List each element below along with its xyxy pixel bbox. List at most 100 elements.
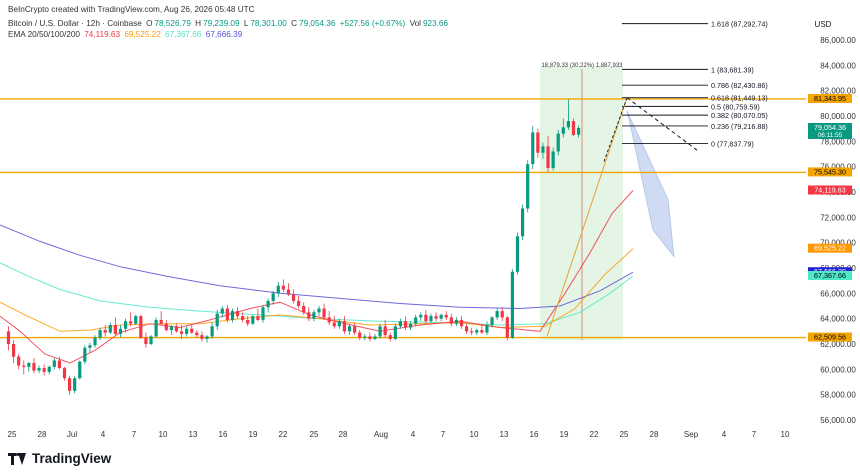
candle-body [57, 360, 61, 369]
y-tick-label: 66,000.00 [820, 289, 856, 298]
candle-body [266, 300, 270, 308]
y-tick-label: 58,000.00 [820, 391, 856, 400]
candle-body [123, 321, 128, 329]
candle-body [307, 312, 311, 319]
candle-body [47, 366, 51, 372]
tradingview-brand-name: TradingView [32, 451, 112, 466]
candle-body [149, 336, 153, 344]
candle-body [480, 330, 484, 333]
measure-label: 18,879.33 (30.22%) 1,887,933 [541, 63, 623, 69]
y-tick-label: 62,000.00 [820, 340, 856, 349]
candle-body [78, 361, 82, 379]
x-tick-label: 25 [310, 430, 319, 439]
volume-value: 923.66 [422, 19, 449, 28]
candle-body [322, 308, 326, 318]
candle-body [103, 330, 107, 333]
x-tick-label: 28 [38, 430, 47, 439]
x-tick-label: 10 [470, 430, 479, 439]
candle-body [500, 311, 504, 318]
candle-body [144, 337, 148, 344]
candle-body [220, 308, 224, 314]
candle-body [62, 368, 67, 379]
candle-body [368, 336, 372, 339]
candle-body [246, 319, 250, 324]
candle-body [449, 317, 453, 324]
candle-body [98, 330, 102, 338]
price-tag [808, 271, 852, 281]
tradingview-logo[interactable]: TradingView [8, 451, 111, 466]
candle-body [11, 344, 16, 357]
candle-body [485, 325, 489, 333]
candle-body [139, 316, 143, 338]
y-tick-label: 80,000.00 [820, 112, 856, 121]
y-tick-label: 84,000.00 [820, 61, 856, 70]
ohlc-close-value: 79,054.36 [299, 19, 336, 28]
candle-body [73, 378, 77, 391]
candle-body [210, 326, 214, 337]
candle-body [200, 335, 204, 339]
ohlc-high-key: H [195, 19, 202, 28]
price-tag [808, 243, 852, 253]
candle-body [347, 326, 352, 332]
price-tag [808, 332, 852, 342]
candle-body [337, 321, 341, 327]
candle-body [185, 328, 189, 334]
candle-body [475, 330, 479, 333]
candle-body [393, 326, 397, 339]
candle-body [179, 331, 184, 334]
candle-body [67, 378, 72, 391]
x-tick-label: 28 [650, 430, 659, 439]
candle-body [561, 127, 565, 134]
candle-body [444, 314, 448, 318]
x-tick-label: 10 [159, 430, 168, 439]
candle-body [6, 331, 11, 344]
x-tick-label: Aug [374, 430, 388, 439]
y-tick-label: 72,000.00 [820, 213, 856, 222]
tradingview-logo-icon [8, 452, 26, 465]
candle-body [159, 319, 163, 324]
candle-body [93, 337, 97, 346]
candle-body [297, 300, 301, 306]
ema50-line [0, 248, 634, 332]
x-tick-label: 16 [219, 430, 228, 439]
fib-level-label: 1 (83,681.39) [711, 65, 754, 74]
candle-body [230, 311, 235, 320]
projection-dashed-line [626, 97, 698, 151]
ema100-value: 67,367.66 [165, 30, 202, 39]
candle-body [118, 328, 123, 334]
x-tick-label: 19 [560, 430, 569, 439]
candle-body [174, 326, 179, 332]
symbol-name[interactable]: Bitcoin / U.S. Dollar · 12h · Coinbase [8, 19, 142, 28]
candle-body [129, 321, 133, 324]
candle-body [505, 317, 509, 338]
x-tick-label: Sep [684, 430, 699, 439]
candle-body [261, 307, 265, 320]
candle-body [281, 285, 285, 290]
candle-body [332, 322, 336, 327]
candle-body [195, 332, 199, 336]
fib-level-label: 0.618 (81,449.13) [711, 94, 768, 103]
price-tag-countdown: 06:11:55 [818, 132, 843, 139]
candle-body [414, 317, 418, 324]
x-tick-label: 13 [189, 430, 198, 439]
candle-body [291, 294, 296, 301]
candle-body [342, 321, 347, 332]
price-tag [808, 167, 852, 177]
candle-body [429, 316, 433, 322]
ema200-line [0, 224, 634, 310]
price-tag [808, 185, 852, 195]
candle-body [154, 319, 158, 337]
x-tick-label: 4 [101, 430, 106, 439]
x-tick-label: 16 [530, 430, 539, 439]
ema-legend[interactable]: EMA 20/50/100/200 74,119.63 69,525.22 67… [8, 30, 244, 39]
candle-body [424, 314, 428, 322]
y-tick-label: 76,000.00 [820, 163, 856, 172]
fib-level-label: 0 (77,837.79) [711, 139, 754, 148]
x-tick-label: 4 [411, 430, 416, 439]
candle-body [373, 336, 377, 339]
x-tick-label: Jul [67, 430, 77, 439]
x-tick-label: 22 [279, 430, 288, 439]
fib-level-label: 0.5 (80,759.59) [711, 102, 760, 111]
ohlc-open-key: O [146, 19, 153, 28]
